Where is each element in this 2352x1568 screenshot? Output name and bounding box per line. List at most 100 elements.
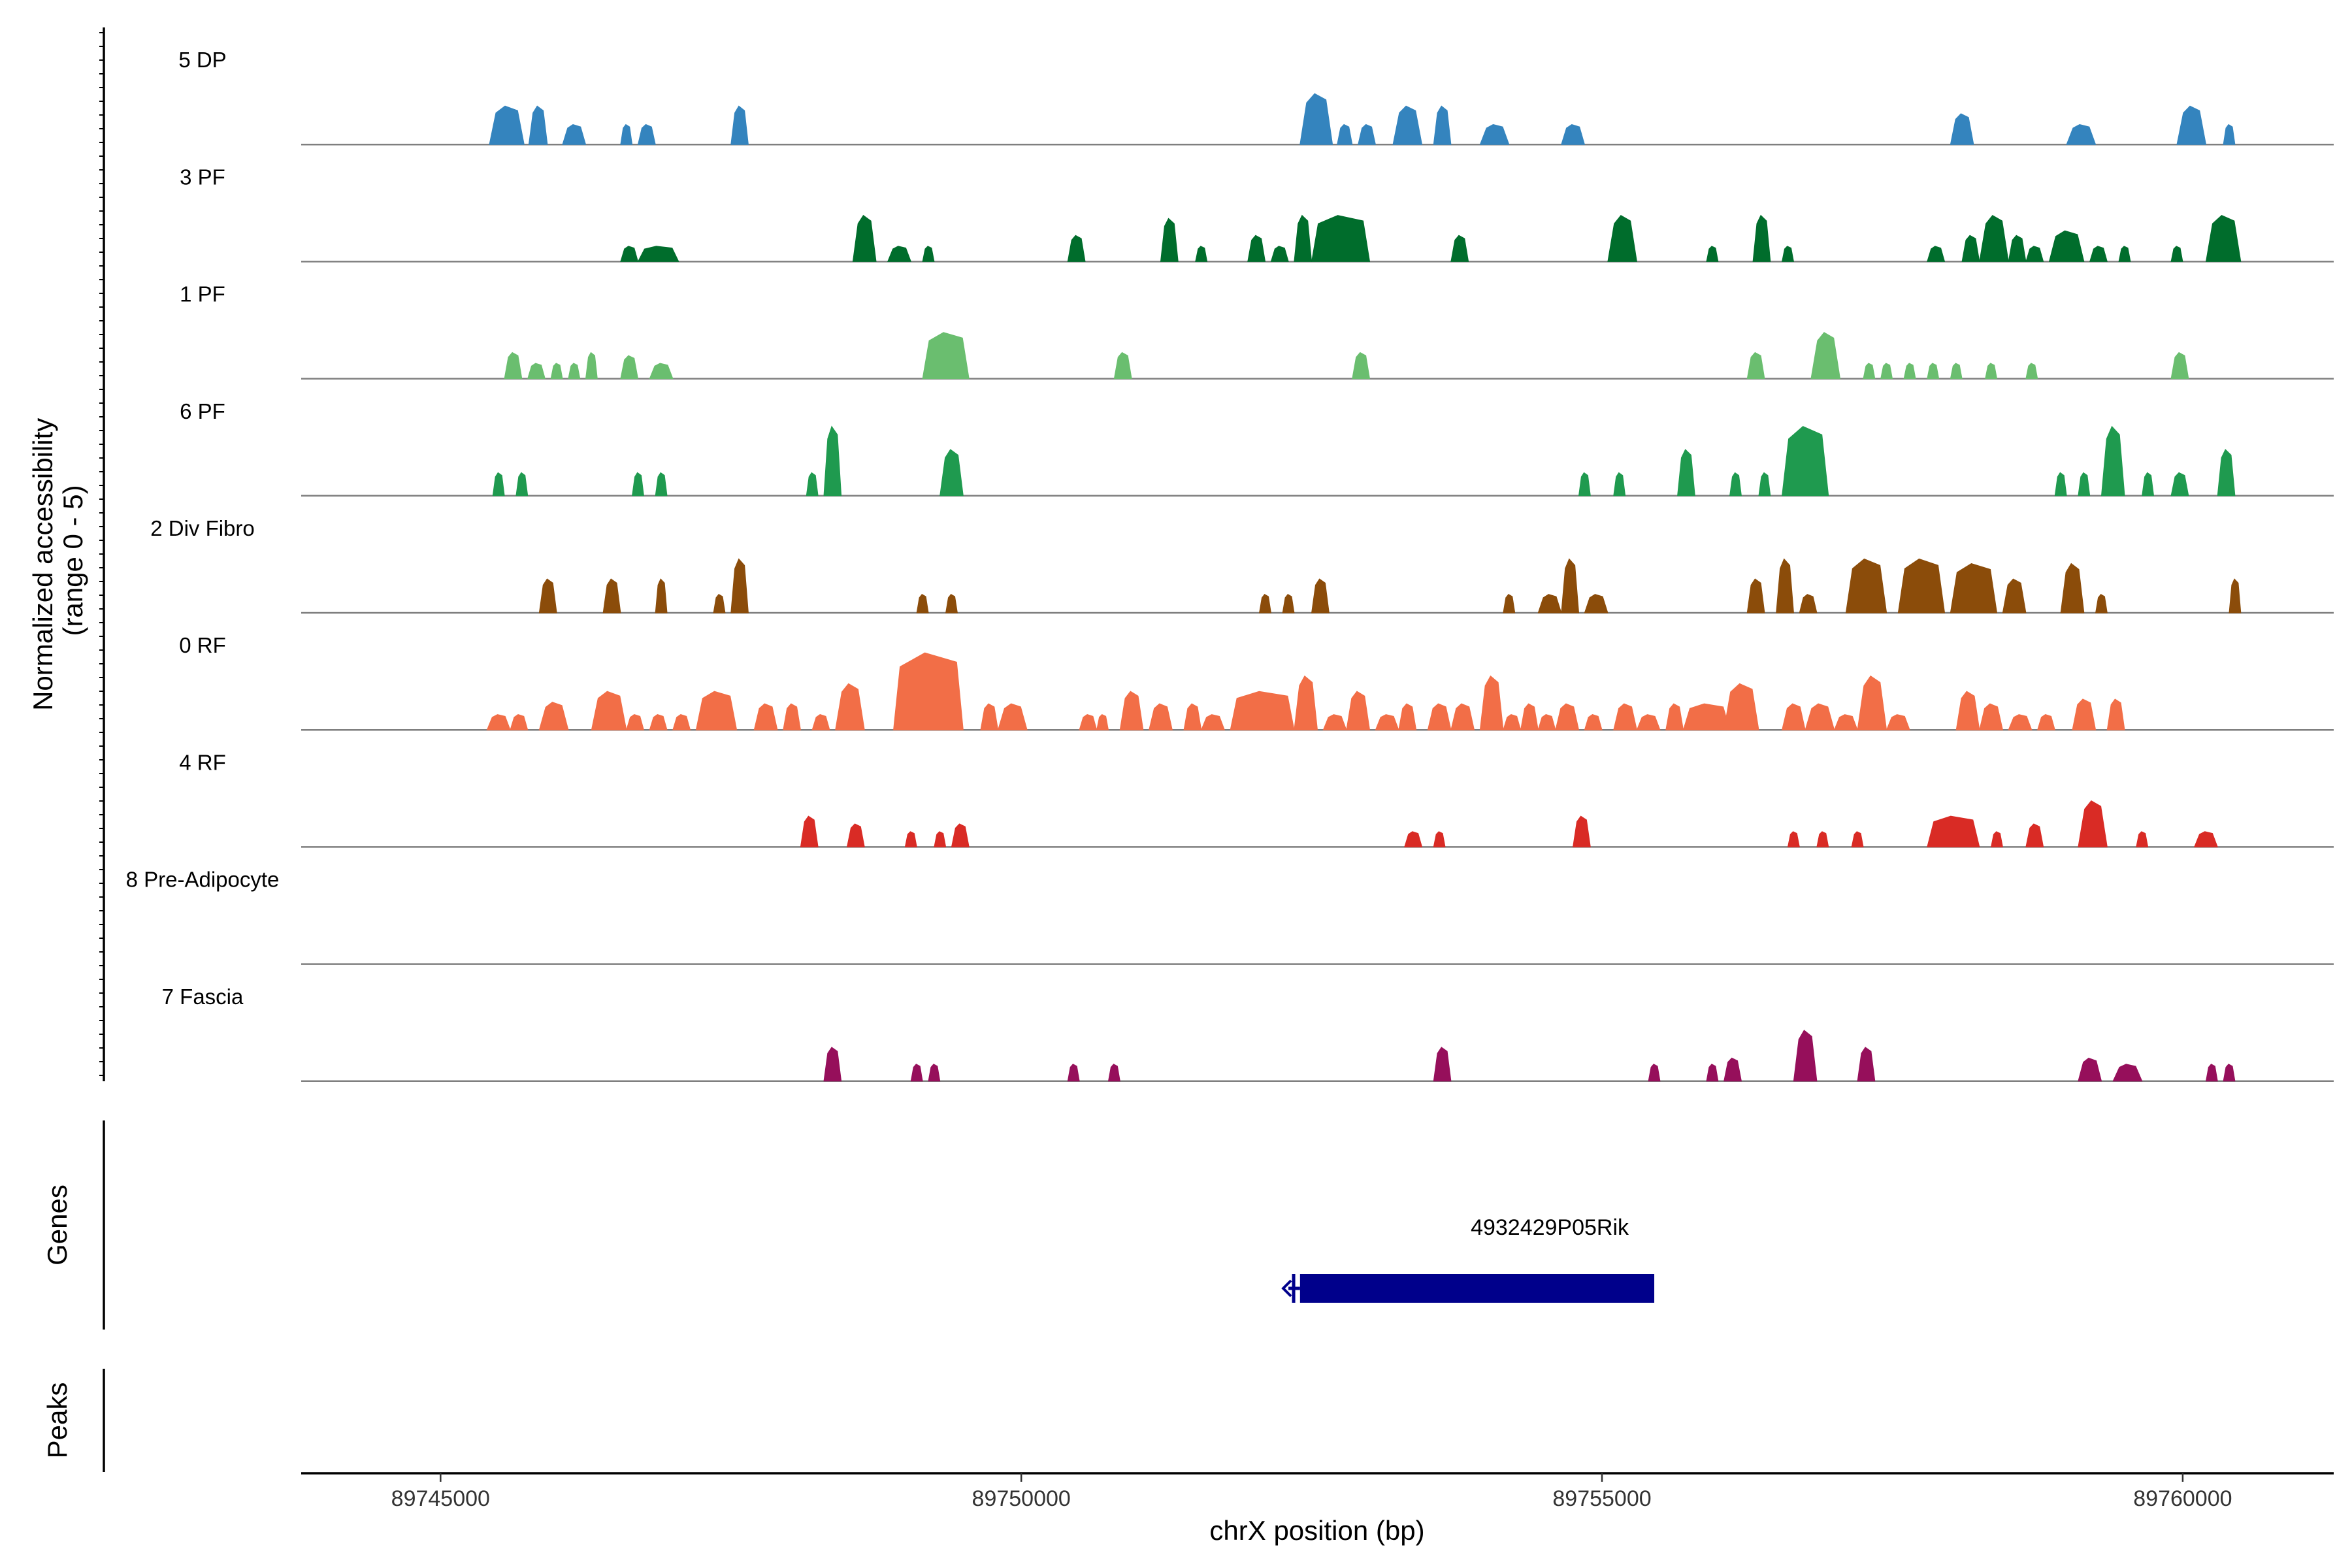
- coverage-peak: [2095, 594, 2108, 613]
- coverage-peak: [2223, 123, 2236, 145]
- coverage-peak: [510, 714, 529, 730]
- track-1-pf: 1 PF: [180, 282, 2334, 380]
- coverage-peak: [637, 123, 656, 145]
- coverage-peak: [783, 703, 801, 730]
- coverage-peak: [922, 332, 970, 380]
- coverage-peak: [1107, 1064, 1120, 1082]
- coverage-peak: [1845, 558, 1887, 613]
- coverage-peak: [1119, 691, 1144, 730]
- coverage-peak: [1067, 1064, 1080, 1082]
- coverage-peak: [1810, 332, 1841, 380]
- coverage-peak: [492, 472, 505, 497]
- coverage-peak: [893, 652, 964, 730]
- coverage-peak: [2060, 563, 2085, 613]
- coverage-peak: [2025, 363, 2038, 380]
- coverage-peak: [1479, 675, 1504, 730]
- coverage-peak: [632, 472, 644, 497]
- coverage-peak: [1282, 594, 1295, 613]
- coverage-peak: [1897, 558, 1946, 613]
- coverage-peak: [997, 703, 1028, 730]
- coverage-peak: [1833, 714, 1858, 730]
- coverage-peak: [980, 703, 999, 730]
- coverage-peak: [811, 714, 830, 730]
- coverage-peak: [1450, 235, 1469, 262]
- coverage-peak: [753, 703, 778, 730]
- coverage-peak: [1955, 691, 1980, 730]
- coverage-peak: [1561, 558, 1580, 613]
- coverage-peak: [1450, 703, 1475, 730]
- coverage-peak: [2223, 1064, 2236, 1082]
- coverage-peak: [1294, 214, 1313, 262]
- coverage-peak: [1294, 675, 1318, 730]
- coverage-peak: [1886, 714, 1910, 730]
- coverage-peak: [1613, 472, 1626, 497]
- coverage-peak: [2008, 714, 2033, 730]
- coverage-peak: [1746, 351, 1765, 380]
- coverage-peak: [730, 558, 749, 613]
- coverage-peak: [713, 594, 726, 613]
- coverage-peak: [835, 683, 865, 730]
- coverage-peak: [1607, 214, 1637, 262]
- track-label: 2 Div Fibro: [150, 516, 255, 540]
- coverage-peak: [1979, 214, 2009, 262]
- coverage-peak: [1503, 714, 1522, 730]
- coverage-peak: [1537, 594, 1562, 613]
- coverage-peak: [1950, 113, 1974, 145]
- gene-label: 4932429P05Rik: [1471, 1215, 1629, 1240]
- coverage-peak: [823, 1047, 842, 1082]
- coverage-peak: [649, 714, 668, 730]
- coverage-peak: [515, 472, 529, 497]
- coverage-peak: [1183, 703, 1202, 730]
- coverage-peak: [1706, 246, 1719, 262]
- track-label: 1 PF: [180, 282, 225, 306]
- coverage-peak: [2229, 578, 2242, 613]
- coverage-peak: [486, 714, 511, 730]
- coverage-peak: [2078, 1057, 2102, 1082]
- coverage-peak: [2078, 472, 2091, 497]
- coverage-peak: [489, 105, 525, 145]
- coverage-peak: [1433, 1047, 1452, 1082]
- coverage-peak: [1584, 714, 1603, 730]
- coverage-peak: [1311, 578, 1330, 613]
- coverage-peak: [1479, 123, 1510, 145]
- coverage-peak: [1346, 691, 1371, 730]
- coverage-peak: [1793, 1030, 1818, 1082]
- track-label: 7 Fascia: [162, 985, 244, 1009]
- coverage-peak: [1816, 831, 1829, 847]
- coverage-peak: [1665, 703, 1684, 730]
- coverage-peak: [538, 702, 569, 730]
- coverage-peak: [2072, 698, 2097, 730]
- coverage-peak: [1573, 815, 1591, 847]
- coverage-peak: [1555, 703, 1580, 730]
- coverage-peak: [1230, 691, 1295, 730]
- x-tick-label: 89755000: [1552, 1486, 1651, 1511]
- coverage-peak: [1113, 351, 1132, 380]
- coverage-peak: [730, 105, 749, 145]
- coverage-peak: [1776, 558, 1794, 613]
- coverage-peak: [1311, 215, 1371, 262]
- coverage-peak: [2217, 449, 2236, 497]
- coverage-peak: [2176, 105, 2207, 145]
- coverage-peak: [1706, 1064, 1719, 1082]
- coverage-peak: [1927, 815, 1980, 847]
- coverage-peak: [2205, 1064, 2218, 1082]
- coverage-peak: [800, 815, 819, 847]
- coverage-peak: [1787, 831, 1800, 847]
- coverage-peak: [904, 831, 917, 847]
- coverage-peak: [2136, 831, 2149, 847]
- coverage-peak: [672, 714, 691, 730]
- y-axis-ticks: [99, 32, 104, 1076]
- coverage-peak: [1961, 235, 1980, 262]
- coverage-peak: [1561, 123, 1586, 145]
- coverage-peak: [945, 594, 958, 613]
- x-axis-ticks: 89745000 89750000 89755000 89760000: [391, 1473, 2232, 1511]
- coverage-peak: [568, 363, 581, 380]
- x-tick-label: 89745000: [391, 1486, 490, 1511]
- coverage-peak: [1160, 218, 1179, 262]
- coverage-peak: [1392, 105, 1423, 145]
- coverage-peak: [1781, 703, 1806, 730]
- coverage-peak: [1985, 363, 1998, 380]
- coverage-peak: [1149, 703, 1173, 730]
- coverage-peak: [910, 1064, 923, 1082]
